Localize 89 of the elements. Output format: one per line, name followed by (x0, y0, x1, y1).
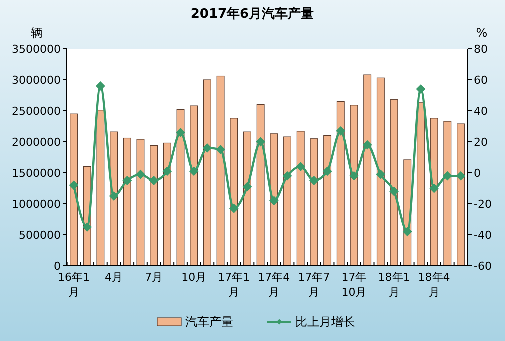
chart-title: 2017年6月汽车产量 (190, 6, 314, 22)
point (150, 176, 159, 186)
bar (430, 118, 438, 266)
point (403, 227, 412, 236)
point (390, 187, 399, 196)
point (430, 184, 439, 193)
bar (270, 134, 278, 266)
x-tick-label: 18年1月 (378, 271, 410, 299)
point (256, 138, 266, 146)
bar (284, 136, 292, 266)
y-tick-label: 1500000 (12, 167, 61, 180)
point (162, 166, 172, 176)
x-tick-label: 16年1月 (58, 271, 90, 299)
x-tick-label: 17年1月 (218, 271, 250, 299)
y2-tick-label: -40 (474, 229, 492, 242)
point (336, 126, 346, 136)
bar (163, 142, 172, 266)
bar (390, 100, 398, 266)
point (296, 162, 306, 172)
y-tick-label: 1000000 (12, 198, 61, 211)
point (216, 145, 226, 154)
x-tick-label: 4月 (105, 271, 124, 284)
bar (203, 80, 212, 266)
y2-tick-label: -20 (474, 198, 492, 211)
bar (110, 132, 118, 266)
x-tick-label: 7月 (145, 271, 164, 284)
bar (150, 145, 158, 266)
bar (136, 139, 145, 266)
legend-label: 汽车产量 (186, 315, 234, 329)
bar (364, 74, 372, 266)
bar (336, 101, 345, 266)
x-tick-label: 17年10月 (342, 271, 367, 299)
y2-tick-label: 80 (474, 43, 488, 56)
point (82, 222, 92, 232)
point (242, 182, 252, 192)
point (202, 144, 212, 153)
bar (190, 106, 198, 266)
point (350, 172, 359, 181)
point (270, 196, 279, 206)
point (376, 170, 386, 180)
point (96, 82, 106, 91)
x-tick-label: 17年7月 (298, 271, 330, 299)
point (363, 140, 372, 150)
bar (457, 124, 465, 266)
point (136, 170, 146, 180)
point (283, 172, 292, 181)
bar (350, 105, 358, 266)
y2-tick-label: 40 (474, 105, 488, 118)
point (176, 128, 186, 138)
point (110, 192, 119, 201)
bar (444, 121, 452, 266)
bar (256, 104, 265, 266)
point (443, 172, 452, 181)
y-tick-label: 3500000 (12, 43, 61, 56)
x-tick-label: 17年4月 (258, 271, 290, 299)
bar (310, 138, 318, 266)
bar (176, 109, 185, 266)
bar (96, 110, 105, 266)
y-tick-label: 2500000 (12, 105, 61, 118)
point (416, 84, 426, 94)
y2-tick-label: 60 (474, 74, 488, 87)
point (310, 176, 319, 186)
point (456, 172, 466, 181)
point (230, 204, 239, 214)
bar (123, 138, 132, 266)
y-tick-label: 0 (54, 260, 61, 273)
y-axis-title: 辆 (31, 26, 43, 40)
point (323, 166, 332, 176)
bar (416, 102, 425, 266)
y2-axis-title: % (476, 26, 488, 40)
y2-tick-label: 0 (474, 167, 481, 180)
x-tick-label: 10月 (182, 271, 207, 284)
y2-tick-label: -60 (474, 260, 492, 273)
bar (70, 114, 78, 266)
point (122, 176, 132, 186)
y-tick-label: 2000000 (12, 136, 61, 149)
y-tick-label: 500000 (19, 229, 61, 242)
point (70, 180, 79, 190)
bar (216, 76, 225, 266)
bar (296, 131, 305, 266)
y-tick-label: 3000000 (12, 74, 61, 87)
point (190, 166, 199, 176)
bar (230, 118, 238, 266)
x-tick-label: 18年4月 (418, 271, 450, 299)
bar (376, 78, 385, 266)
y2-tick-label: 20 (474, 136, 488, 149)
bar (244, 132, 252, 266)
legend-label: 比上月增长 (296, 315, 356, 329)
bar (324, 136, 332, 266)
